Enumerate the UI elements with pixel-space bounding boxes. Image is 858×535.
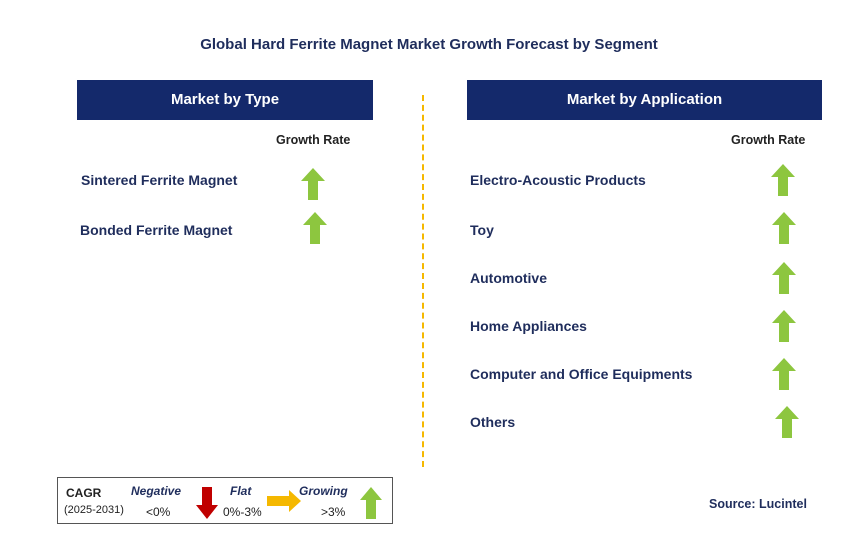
growing-arrow-icon [301,168,325,200]
legend-flat-range: 0%-3% [223,505,262,519]
chart-title: Global Hard Ferrite Magnet Market Growth… [200,36,658,53]
growing-arrow-icon [360,487,382,519]
application-growth-rate-label: Growth Rate [731,133,806,147]
growing-arrow-icon [771,164,795,196]
application-item-label-1: Toy [470,222,494,238]
legend-cagr-label: CAGR [66,486,102,500]
negative-arrow-icon [196,487,218,519]
growing-arrow-icon [772,310,796,342]
legend-flat-label: Flat [230,484,252,498]
application-item-label-3: Home Appliances [470,318,587,334]
cagr-legend: CAGR (2025-2031) Negative <0% Flat 0%-3%… [57,477,393,524]
growing-arrow-icon [775,406,799,438]
application-item-label-0: Electro-Acoustic Products [470,172,646,188]
type-item-label-1: Bonded Ferrite Magnet [80,222,233,238]
legend-period: (2025-2031) [64,504,124,516]
growing-arrow-icon [303,212,327,244]
growing-arrow-icon [772,358,796,390]
type-panel-header: Market by Type [77,80,373,120]
panel-divider [422,95,424,467]
growing-arrow-icon [772,212,796,244]
legend-negative-label: Negative [131,484,182,498]
legend-growing-label: Growing [299,484,348,498]
legend-growing-range: >3% [321,505,346,519]
application-panel-header: Market by Application [467,80,822,120]
application-item-label-4: Computer and Office Equipments [470,366,693,382]
application-item-label-2: Automotive [470,270,547,286]
legend-negative-range: <0% [146,505,171,519]
source-note: Source: Lucintel [709,497,807,511]
type-item-label-0: Sintered Ferrite Magnet [81,172,238,188]
growing-arrow-icon [772,262,796,294]
flat-arrow-icon [267,490,301,512]
application-item-label-5: Others [470,414,516,430]
type-growth-rate-label: Growth Rate [276,133,351,147]
